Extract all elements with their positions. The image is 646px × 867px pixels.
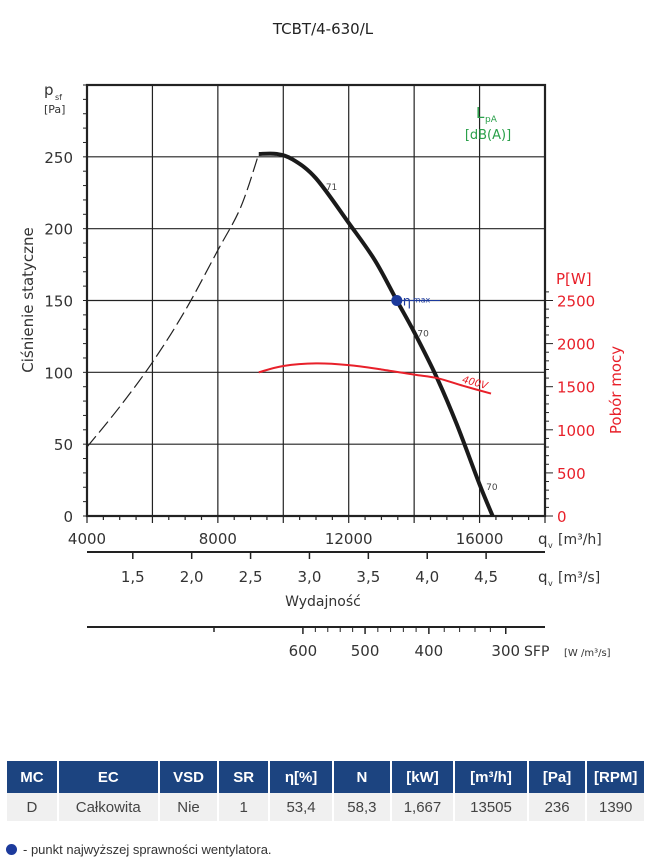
- curve-annotation: 70: [486, 483, 498, 493]
- y2-tick-label: 1500: [557, 379, 595, 397]
- eta-max-dot-icon: [6, 844, 17, 855]
- y2-axis-title: Pobór mocy: [607, 346, 625, 434]
- y-tick-label: 250: [44, 149, 73, 167]
- sfp-unit: [W /m³/s]: [564, 648, 611, 659]
- m3s-tick-label: 2,5: [239, 568, 263, 586]
- table-header: η[%]: [269, 761, 334, 793]
- series-fan-curve: [258, 151, 495, 517]
- eta-max-point: [391, 295, 403, 306]
- x-axis-title: Wydajność: [285, 594, 361, 610]
- table-cell: 13505: [454, 793, 529, 821]
- m3s-tick-label: 3,0: [298, 568, 322, 586]
- y-unit-sub: sf: [55, 93, 62, 102]
- x-tick-label: 12000: [325, 530, 373, 548]
- x-unit-h: [m³/h]: [558, 532, 602, 548]
- y-tick-label: 100: [44, 364, 73, 382]
- sfp-tick-label: 300: [491, 642, 520, 660]
- x-unit-s: [m³/s]: [558, 570, 600, 586]
- table-cell: 1: [218, 793, 271, 821]
- x-unit-h-symbol: q: [538, 530, 548, 548]
- lpa-sub: pA: [485, 115, 498, 125]
- lpa-label: L: [476, 104, 485, 122]
- eta-max-sub: max: [413, 296, 431, 305]
- table-header: N: [333, 761, 392, 793]
- series-400V: [258, 362, 492, 395]
- y2-tick-label: 500: [557, 465, 586, 483]
- curve-annotation: 71: [326, 183, 337, 193]
- legend-text: - punkt najwyższej sprawności wentylator…: [23, 842, 272, 857]
- table-header: [m³/h]: [454, 761, 529, 793]
- y2-tick-label: 2000: [557, 336, 595, 354]
- x-unit-s-sub: v: [548, 579, 553, 588]
- x-tick-label: 16000: [456, 530, 504, 548]
- y-tick-label: 50: [54, 436, 73, 454]
- curve-annotation: 70: [417, 329, 429, 339]
- eta-max-label: η: [403, 295, 411, 310]
- x-unit-h-sub: v: [548, 541, 553, 550]
- y-tick-label: 0: [63, 508, 73, 526]
- x-tick-label: 8000: [199, 530, 237, 548]
- y2-unit: P[W]: [556, 270, 592, 288]
- x-unit-s-symbol: q: [538, 568, 548, 586]
- m3s-tick-label: 1,5: [121, 568, 145, 586]
- table-header: VSD: [158, 761, 220, 793]
- sfp-label: SFP: [524, 644, 549, 660]
- y-unit: [Pa]: [44, 103, 65, 116]
- y2-tick-label: 2500: [557, 293, 595, 311]
- y-tick-label: 150: [44, 293, 73, 311]
- chart-title: TCBT/4-630/L: [272, 20, 374, 38]
- m3s-tick-label: 2,0: [180, 568, 204, 586]
- fan-data-table: MC EC VSD SR η[%] N [kW] [m³/h] [Pa] [RPM] D Całko…: [7, 761, 646, 821]
- table-cell: Całkowita: [57, 793, 160, 821]
- table-header: [kW]: [390, 761, 456, 793]
- table-header: MC: [7, 761, 59, 793]
- x-tick-label: 4000: [68, 530, 106, 548]
- m3s-tick-label: 4,5: [474, 568, 498, 586]
- y-axis-title: Ciśnienie statyczne: [19, 227, 37, 373]
- series-unstable: [86, 153, 260, 448]
- table-cell: 1390: [586, 793, 646, 821]
- table-cell: 53,4: [269, 793, 334, 821]
- fan-chart: TCBT/4-630/L0501001502002500500100015002…: [19, 20, 625, 660]
- m3s-tick-label: 4,0: [415, 568, 439, 586]
- y2-tick-label: 1000: [557, 422, 595, 440]
- sfp-tick-label: 400: [415, 642, 444, 660]
- table-cell: Nie: [158, 793, 220, 821]
- y-tick-label: 200: [44, 221, 73, 239]
- sfp-tick-label: 600: [289, 642, 318, 660]
- table-cell: 236: [527, 793, 588, 821]
- table-header: [RPM]: [586, 761, 646, 793]
- table-cell: D: [7, 793, 59, 821]
- sfp-tick-label: 500: [351, 642, 380, 660]
- y-unit-symbol: p: [44, 81, 54, 99]
- table-header: EC: [57, 761, 160, 793]
- m3s-tick-label: 3,5: [356, 568, 380, 586]
- table-cell: 1,667: [390, 793, 456, 821]
- table-header: SR: [218, 761, 271, 793]
- y2-tick-label: 0: [557, 508, 567, 526]
- lpa-unit: [dB(A)]: [465, 128, 511, 143]
- legend: - punkt najwyższej sprawności wentylator…: [6, 842, 272, 857]
- table-cell: 58,3: [333, 793, 392, 821]
- table-header: [Pa]: [527, 761, 588, 793]
